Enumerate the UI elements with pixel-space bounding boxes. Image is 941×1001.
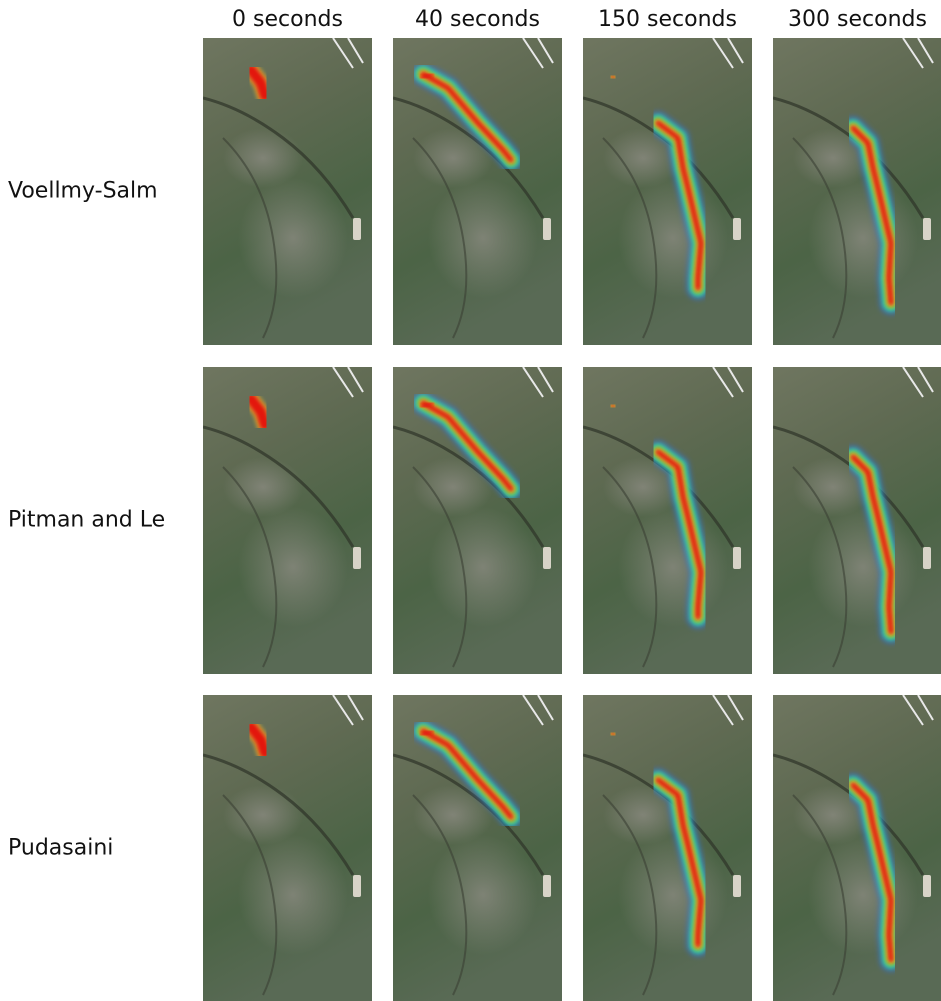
scree [223,128,303,188]
flow [850,782,894,963]
ridge [203,96,355,219]
column-header: 0 seconds [232,7,343,32]
flow [850,454,894,635]
ridge [792,794,848,996]
rock [923,547,931,569]
flow [420,728,514,820]
row-label: Voellmy-Salm [8,179,158,204]
ridge [203,425,355,548]
flow [245,393,271,431]
snow [712,695,744,726]
map-panel [203,38,372,345]
flow [655,777,704,948]
map-panel [393,367,562,674]
rock [353,875,361,897]
flow [419,729,435,737]
row-label: Pudasaini [8,836,113,861]
map-panel [583,695,752,1001]
ridge [393,753,545,876]
snow [522,695,554,726]
scree [413,457,493,517]
flow [419,72,435,80]
ridge [602,794,658,996]
row-label: Pitman and Le [8,508,165,533]
ridge [222,466,278,668]
map-panel [773,367,941,674]
rock [733,218,741,240]
map-panel [773,38,941,345]
scree [428,835,538,955]
ridge [393,425,545,548]
flow [245,721,271,759]
snow [522,367,554,398]
ridge [412,794,468,996]
rock [923,218,931,240]
scree [238,507,348,627]
rock [543,547,551,569]
scree [413,128,493,188]
map-panel [203,695,372,1001]
map-panel [583,38,752,345]
flow [655,120,704,291]
snow [902,38,934,69]
scree [238,835,348,955]
flow [419,401,435,409]
ridge [393,96,545,219]
flow [245,64,271,102]
flow [420,400,514,492]
snow [902,367,934,398]
rock [733,547,741,569]
scree [413,785,493,845]
rock [733,875,741,897]
map-panel [583,367,752,674]
scree [223,457,303,517]
snow [712,38,744,69]
flow [609,74,617,80]
ridge [602,466,658,668]
snow [332,38,364,69]
scree [223,785,303,845]
ridge [203,753,355,876]
column-header: 40 seconds [415,7,540,32]
snow [712,367,744,398]
scree [428,507,538,627]
map-panel [773,695,941,1001]
flow [420,71,514,163]
flow [850,125,894,306]
map-panel [393,695,562,1001]
snow [332,367,364,398]
flow [609,403,617,409]
ridge [792,137,848,339]
snow [902,695,934,726]
ridge [602,137,658,339]
scree [238,178,348,298]
rock [353,547,361,569]
rock [543,218,551,240]
map-panel [393,38,562,345]
rock [923,875,931,897]
ridge [412,466,468,668]
rock [353,218,361,240]
ridge [792,466,848,668]
snow [522,38,554,69]
map-panel [203,367,372,674]
ridge [222,794,278,996]
column-header: 150 seconds [598,7,737,32]
ridge [412,137,468,339]
ridge [222,137,278,339]
flow [655,449,704,620]
flow [609,731,617,737]
scree [428,178,538,298]
column-header: 300 seconds [788,7,927,32]
rock [543,875,551,897]
snow [332,695,364,726]
